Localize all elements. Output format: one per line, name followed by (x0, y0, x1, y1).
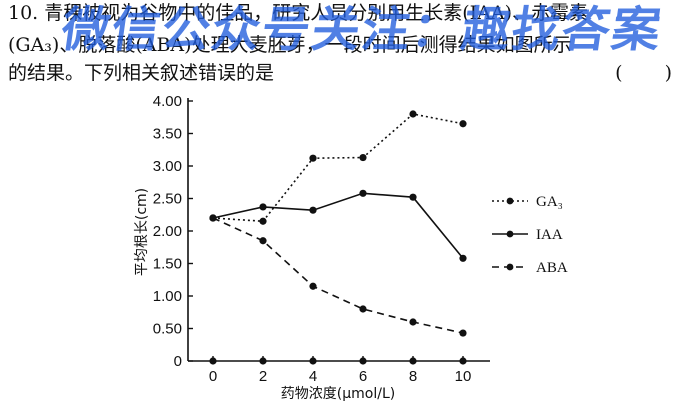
data-point-iaa (309, 206, 317, 214)
data-point-aba (209, 214, 217, 222)
question-text-line-2: (GA₃)、脱落酸(ABA)处理大麦胚芽，一段时间后测得结果如图所示 (8, 34, 572, 56)
question-text-line-1: 10. 青稞被视为谷物中的佳品，研究人员分别用生长素(IAA)、赤霉素 (8, 2, 589, 24)
y-tick-label: 2.50 (153, 191, 182, 208)
data-point-aba (459, 329, 467, 337)
x-tick-label: 6 (359, 368, 367, 385)
series-iaa (209, 189, 467, 262)
data-point-ga (309, 154, 317, 162)
x-tick-label: 10 (455, 368, 472, 385)
x-axis-title: 药物浓度(μmol/L) (281, 386, 395, 402)
series-line-aba (212, 217, 464, 334)
x-axis-marker (359, 357, 367, 365)
data-point-ga (359, 153, 367, 162)
chart-legend: GA₃ IAA ABA (492, 194, 568, 276)
data-point-ga (409, 110, 417, 118)
y-axis-title: 平均根长(cm) (134, 188, 150, 276)
data-point-aba (309, 282, 317, 290)
y-tick-label: 4.00 (153, 93, 182, 110)
chart-axes: 0 0.50 1.00 1.50 2.00 2.50 3.00 3.50 4.00 0 2 4 6 8 10 (153, 93, 490, 385)
y-tick-label: 0.50 (153, 321, 182, 338)
y-tick-label: 0 (174, 353, 182, 370)
data-point-iaa (459, 254, 467, 262)
series-line-ga (212, 113, 464, 223)
legend-marker-ga (506, 197, 514, 205)
y-tick-label: 3.50 (153, 126, 182, 143)
legend-marker-iaa (506, 230, 514, 238)
data-point-aba (359, 305, 367, 313)
data-point-aba (259, 237, 267, 245)
data-point-iaa (409, 193, 417, 201)
legend-label-iaa: IAA (536, 227, 563, 243)
answer-parentheses: ( ) (615, 62, 690, 84)
y-tick-label: 1.00 (153, 288, 182, 305)
x-axis-marker (209, 357, 217, 365)
x-tick-label: 8 (409, 368, 417, 385)
data-point-iaa (359, 189, 367, 197)
x-axis-marker (259, 357, 267, 365)
series-ga (209, 110, 467, 225)
question-text-line-3: 的结果。下列相关叙述错误的是 (8, 62, 275, 84)
x-axis-marker (409, 357, 417, 365)
data-point-ga (459, 120, 467, 128)
chart-series (209, 110, 467, 337)
data-point-aba (409, 318, 417, 326)
x-axis-marker (309, 357, 317, 365)
data-point-iaa (259, 203, 267, 211)
x-tick-label: 0 (209, 368, 217, 385)
data-point-ga (259, 217, 267, 225)
x-tick-label: 4 (309, 368, 317, 385)
y-tick-label: 3.00 (153, 158, 182, 175)
y-tick-label: 2.00 (153, 223, 182, 240)
legend-label-ga: GA₃ (536, 194, 563, 210)
legend-label-aba: ABA (536, 260, 568, 276)
x-tick-label: 2 (259, 368, 267, 385)
x-axis-marker (459, 357, 467, 365)
series-line-iaa (212, 192, 464, 259)
y-tick-label: 1.50 (153, 256, 182, 273)
series-aba (209, 214, 467, 337)
legend-marker-aba (506, 263, 514, 271)
